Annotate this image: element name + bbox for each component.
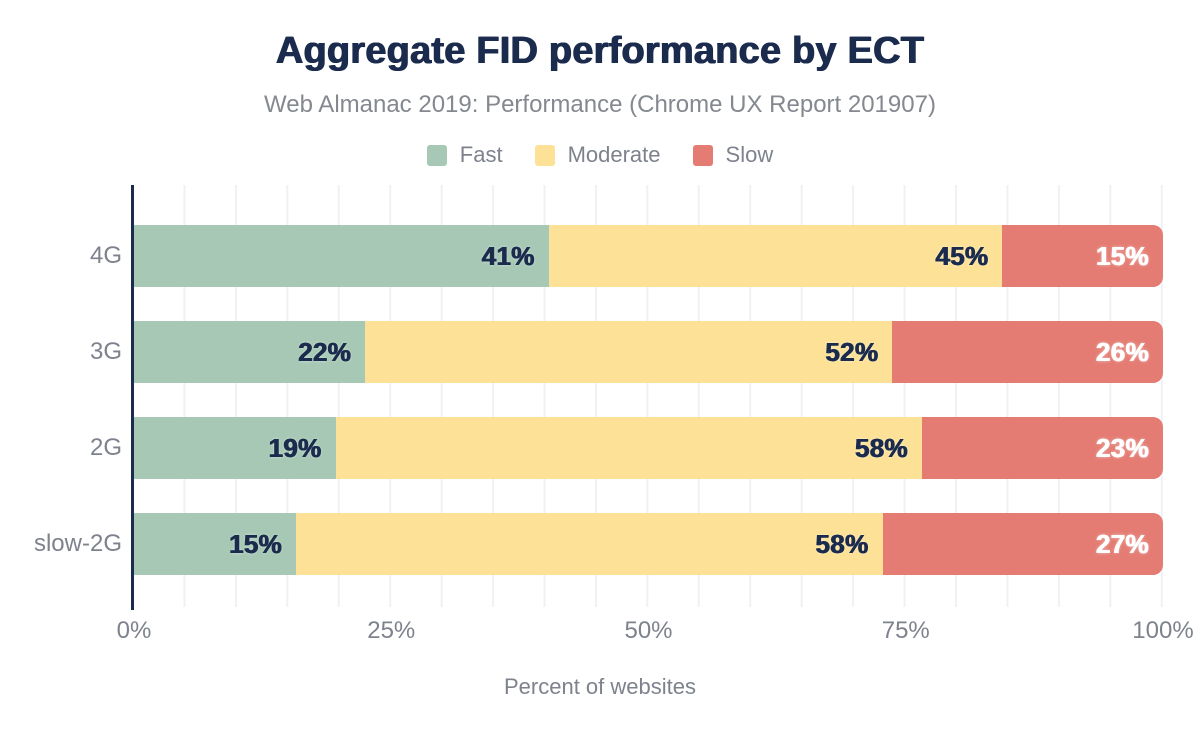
bar-value-label: 22% xyxy=(298,336,352,367)
legend-swatch-icon xyxy=(692,144,713,166)
x-axis-tick-50: 50% xyxy=(624,617,673,644)
x-axis-tick-100: 100% xyxy=(1132,617,1194,644)
bar-segment-slow[interactable]: 26% xyxy=(892,321,1163,383)
y-axis-label-2g: 2G xyxy=(89,434,122,461)
bar-row-2g: 19% 58% 23% xyxy=(134,417,1163,479)
legend-label: Moderate xyxy=(567,142,661,167)
y-axis-label-4g: 4G xyxy=(89,242,122,269)
legend-item-slow[interactable]: Slow xyxy=(692,142,774,168)
x-axis-title: Percent of websites xyxy=(504,674,696,699)
bar-value-label: 27% xyxy=(1096,528,1149,559)
bar-value-label: 15% xyxy=(229,528,283,559)
bar-segment-moderate[interactable]: 58% xyxy=(335,417,922,479)
x-axis-tick-0: 0% xyxy=(116,617,152,644)
bar-value-label: 23% xyxy=(1096,432,1149,463)
bar-segment-slow[interactable]: 23% xyxy=(921,417,1163,479)
bar-value-label: 26% xyxy=(1096,336,1149,367)
bar-segment-slow[interactable]: 27% xyxy=(882,513,1163,575)
bar-segment-moderate[interactable]: 52% xyxy=(365,321,893,383)
chart-title: Aggregate FID performance by ECT xyxy=(275,30,925,72)
legend-item-fast[interactable]: Fast xyxy=(426,142,503,168)
x-axis-tick-75: 75% xyxy=(881,617,930,644)
bar-segment-fast[interactable]: 41% xyxy=(134,225,549,287)
bar-segment-fast[interactable]: 15% xyxy=(134,513,297,575)
legend-label: Slow xyxy=(725,142,774,167)
bar-value-label: 45% xyxy=(935,240,989,271)
bar-row-slow-2g: 15% 58% 27% xyxy=(134,513,1163,575)
bar-value-label: 58% xyxy=(855,432,908,463)
bar-value-label: 41% xyxy=(481,240,535,271)
legend-label: Fast xyxy=(459,142,503,167)
legend: Fast Moderate Slow xyxy=(0,142,1200,168)
bar-row-3g: 22% 52% 26% xyxy=(134,321,1163,383)
legend-item-moderate[interactable]: Moderate xyxy=(534,142,661,168)
x-axis-tick-25: 25% xyxy=(367,617,416,644)
bar-segment-fast[interactable]: 22% xyxy=(134,321,366,383)
bar-row-4g: 41% 45% 15% xyxy=(134,225,1163,287)
bar-value-label: 15% xyxy=(1096,240,1149,271)
y-axis-label-3g: 3G xyxy=(89,338,122,365)
legend-swatch-icon xyxy=(534,144,555,166)
legend-swatch-icon xyxy=(426,144,447,166)
bar-segment-slow[interactable]: 15% xyxy=(1002,225,1163,287)
bar-segment-moderate[interactable]: 45% xyxy=(548,225,1003,287)
y-axis-line xyxy=(131,185,134,610)
bar-value-label: 58% xyxy=(815,528,869,559)
bar-segment-moderate[interactable]: 58% xyxy=(296,513,883,575)
chart-subtitle: Web Almanac 2019: Performance (Chrome UX… xyxy=(264,91,936,118)
y-axis-label-slow-2g: slow-2G xyxy=(33,530,122,557)
bar-segment-fast[interactable]: 19% xyxy=(134,417,336,479)
plot-area: 41% 45% 15% 22% 52% 26% 19% 58% 23% 15% 58% 27% xyxy=(131,185,1163,610)
bar-value-label: 19% xyxy=(268,432,322,463)
bar-value-label: 52% xyxy=(825,336,879,367)
